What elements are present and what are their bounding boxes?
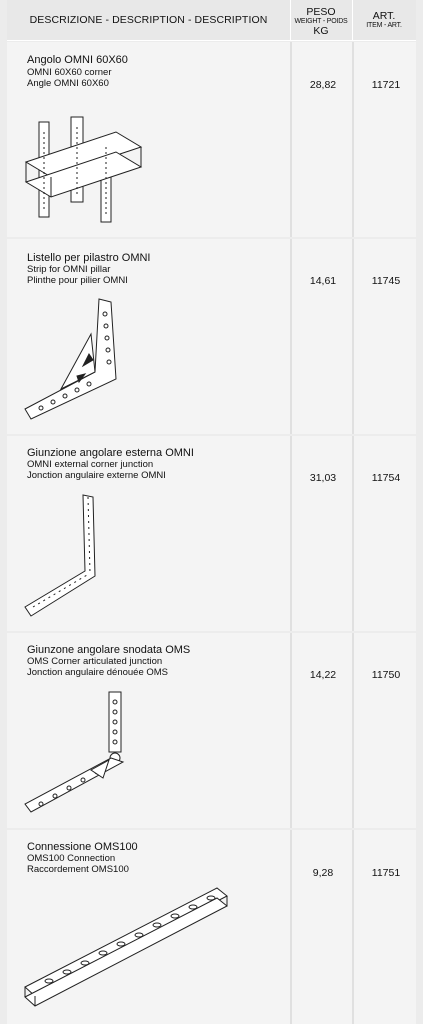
header-art-label: ART. bbox=[372, 10, 396, 22]
row-title-en: OMNI 60X60 corner bbox=[27, 67, 112, 78]
articulated-junction-icon bbox=[24, 691, 125, 813]
table-row: Giunzone angolare snodata OMS OMS Corner… bbox=[7, 633, 416, 828]
row-title-it: Connessione OMS100 bbox=[27, 841, 138, 853]
row-art: 11750 bbox=[352, 633, 418, 828]
row-title-fr: Jonction angulaire dénouée OMS bbox=[27, 667, 169, 678]
row-weight: 14,22 bbox=[290, 633, 354, 828]
row-title-en: OMNI external corner junction bbox=[27, 459, 154, 470]
external-corner-junction-icon bbox=[24, 494, 96, 617]
row-title-it: Listello per pilastro OMNI bbox=[27, 252, 151, 264]
row-art: 11754 bbox=[352, 436, 418, 631]
oms100-connection-icon bbox=[24, 887, 228, 1007]
header-weight: PESO WEIGHT - POIDS KG bbox=[290, 0, 352, 40]
row-weight: 14,61 bbox=[290, 239, 354, 434]
header-item-sub: ITEM - ART. bbox=[366, 22, 402, 29]
row-art: 11751 bbox=[352, 830, 418, 1024]
header-art: ART. ITEM - ART. bbox=[352, 0, 416, 40]
table-header: DESCRIZIONE - DESCRIPTION - DESCRIPTION … bbox=[7, 0, 416, 41]
row-description: Connessione OMS100 OMS100 Connection Rac… bbox=[7, 830, 290, 1024]
row-art: 11721 bbox=[352, 42, 418, 237]
header-kg: KG bbox=[313, 25, 329, 37]
pillar-strip-icon bbox=[24, 298, 117, 420]
row-description: Giunzione angolare esterna OMNI OMNI ext… bbox=[7, 436, 290, 631]
table-row: Angolo OMNI 60X60 OMNI 60X60 corner Angl… bbox=[7, 42, 416, 237]
row-title-it: Giunzione angolare esterna OMNI bbox=[27, 447, 194, 459]
row-weight: 9,28 bbox=[290, 830, 354, 1024]
row-title-it: Giunzone angolare snodata OMS bbox=[27, 644, 191, 656]
row-description: Angolo OMNI 60X60 OMNI 60X60 corner Angl… bbox=[7, 42, 290, 237]
header-description: DESCRIZIONE - DESCRIPTION - DESCRIPTION bbox=[29, 14, 268, 26]
row-art: 11745 bbox=[352, 239, 418, 434]
row-weight: 28,82 bbox=[290, 42, 354, 237]
row-title-fr: Angle OMNI 60X60 bbox=[27, 78, 109, 89]
row-weight: 31,03 bbox=[290, 436, 354, 631]
row-title-en: Strip for OMNI pillar bbox=[27, 264, 111, 275]
row-title-fr: Jonction angulaire externe OMNI bbox=[27, 470, 166, 481]
header-peso: PESO bbox=[306, 6, 336, 18]
row-description: Giunzone angolare snodata OMS OMS Corner… bbox=[7, 633, 290, 828]
row-title-en: OMS100 Connection bbox=[27, 853, 116, 864]
table-row: Connessione OMS100 OMS100 Connection Rac… bbox=[7, 830, 416, 1024]
row-title-en: OMS Corner articulated junction bbox=[27, 656, 163, 667]
row-title-fr: Plinthe pour pilier OMNI bbox=[27, 275, 128, 286]
table-row: Giunzione angolare esterna OMNI OMNI ext… bbox=[7, 436, 416, 631]
table-row: Listello per pilastro OMNI Strip for OMN… bbox=[7, 239, 416, 434]
header-weight-sub: WEIGHT - POIDS bbox=[294, 18, 348, 25]
row-title-fr: Raccordement OMS100 bbox=[27, 864, 129, 875]
omni-corner-bracket-icon bbox=[24, 116, 143, 223]
row-title-it: Angolo OMNI 60X60 bbox=[27, 54, 128, 66]
row-description: Listello per pilastro OMNI Strip for OMN… bbox=[7, 239, 290, 434]
